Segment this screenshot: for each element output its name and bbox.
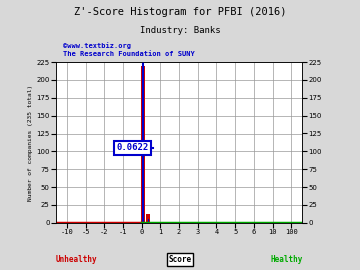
Bar (142, 66, 144, 223)
Text: 0.0622: 0.0622 (117, 143, 149, 152)
Y-axis label: Number of companies (235 total): Number of companies (235 total) (28, 84, 33, 201)
Text: Healthy: Healthy (270, 255, 302, 264)
Bar (148, 219, 149, 223)
Text: Industry: Banks: Industry: Banks (140, 26, 220, 35)
Bar (141, 66, 145, 223)
Text: Unhealthy: Unhealthy (56, 255, 98, 264)
Text: Z'-Score Histogram for PFBI (2016): Z'-Score Histogram for PFBI (2016) (74, 7, 286, 17)
Bar (146, 214, 150, 223)
Text: The Research Foundation of SUNY: The Research Foundation of SUNY (63, 51, 195, 57)
Text: ©www.textbiz.org: ©www.textbiz.org (63, 42, 131, 49)
Text: Score: Score (168, 255, 192, 264)
